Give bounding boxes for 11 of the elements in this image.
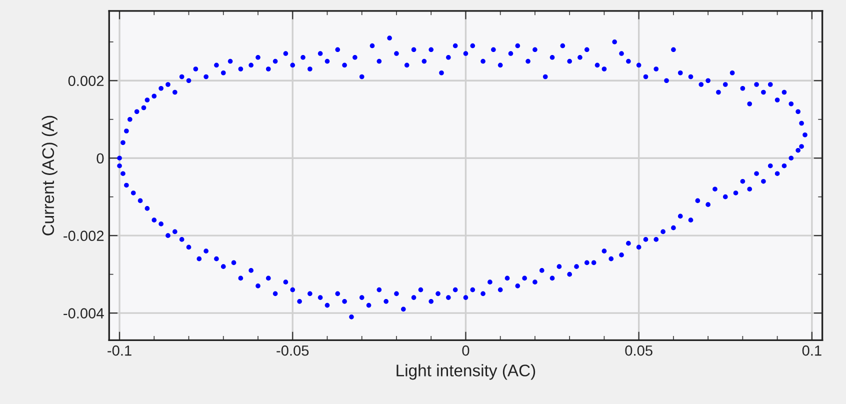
x-tick-label: 0.05 <box>625 345 652 356</box>
x-tick-label: 0.1 <box>802 345 822 356</box>
y-tick-label: 0.002 <box>68 76 104 86</box>
y-axis-title: Current (AC) (A) <box>42 116 58 236</box>
y-tick-label: 0 <box>96 153 104 164</box>
x-tick-label: 0 <box>462 345 470 356</box>
y-tick-label: -0.004 <box>64 308 104 318</box>
x-tick-label: -0.05 <box>276 345 309 356</box>
x-tick-label: -0.1 <box>108 345 132 356</box>
x-axis-title: Light intensity (AC) <box>396 364 536 380</box>
y-tick-label: -0.002 <box>64 230 104 242</box>
